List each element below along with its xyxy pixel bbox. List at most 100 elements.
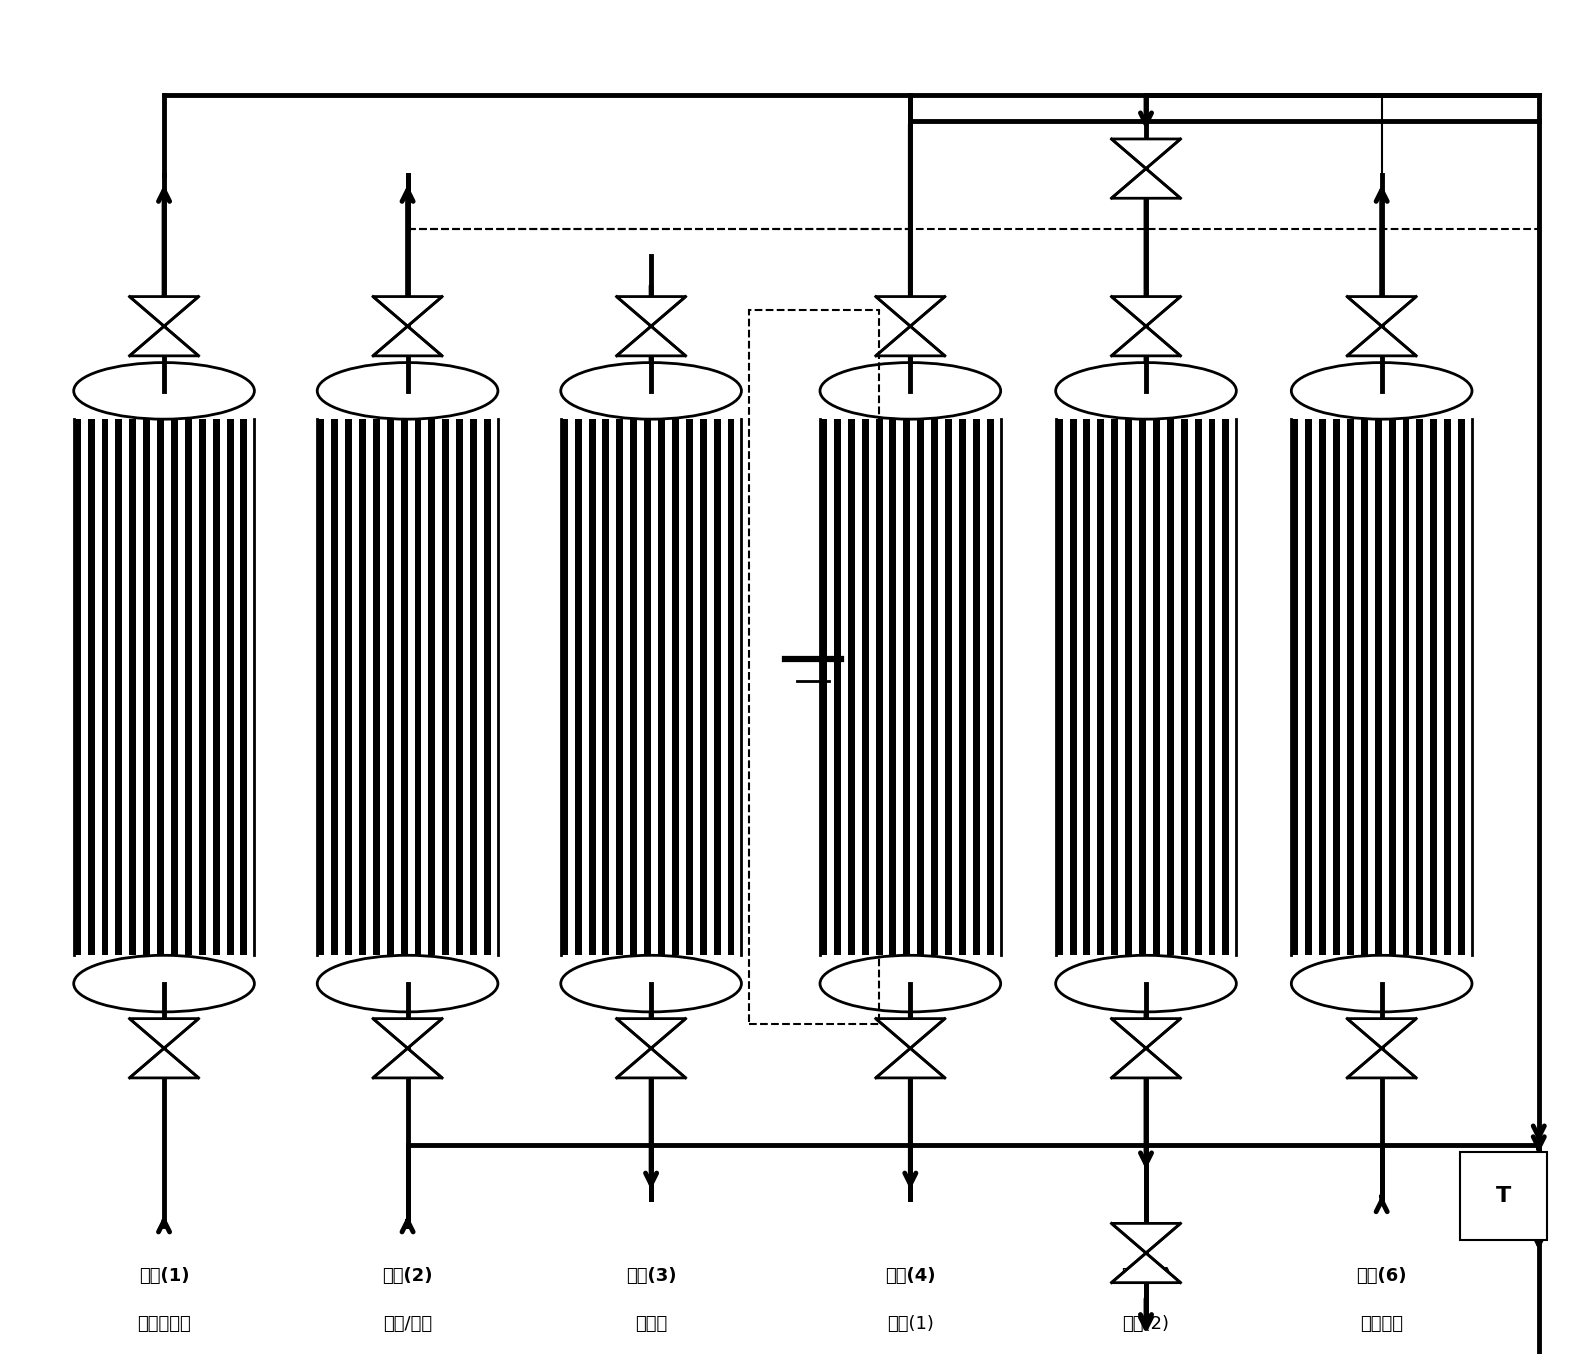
Bar — [637, 419, 644, 955]
Bar — [1174, 419, 1181, 955]
Bar — [910, 419, 918, 955]
Ellipse shape — [1056, 955, 1236, 1011]
Bar — [728, 419, 734, 955]
Bar — [1201, 419, 1208, 955]
Bar — [1388, 419, 1395, 955]
Text: T: T — [1496, 1185, 1511, 1206]
Ellipse shape — [819, 955, 1000, 1011]
Polygon shape — [130, 297, 198, 327]
Bar — [317, 419, 325, 955]
Bar — [1312, 419, 1319, 955]
Polygon shape — [372, 1048, 442, 1078]
Bar — [1444, 419, 1452, 955]
Polygon shape — [617, 327, 686, 355]
Bar — [897, 419, 903, 955]
Bar — [1395, 419, 1403, 955]
Bar — [358, 419, 366, 955]
Bar — [178, 419, 185, 955]
Bar — [87, 419, 95, 955]
Bar — [233, 419, 241, 955]
Bar — [1181, 419, 1187, 955]
Text: 步骤(1): 步骤(1) — [139, 1267, 189, 1285]
Bar — [930, 419, 938, 955]
Bar — [1152, 419, 1160, 955]
Bar — [449, 419, 456, 955]
Bar — [980, 419, 987, 955]
Bar — [973, 419, 980, 955]
Polygon shape — [1347, 297, 1417, 327]
Bar — [953, 419, 959, 955]
Bar — [372, 419, 380, 955]
Bar — [380, 419, 387, 955]
Ellipse shape — [317, 955, 498, 1011]
Bar — [198, 419, 206, 955]
Text: 步骤(6): 步骤(6) — [1357, 1267, 1407, 1285]
Bar — [924, 419, 930, 955]
Bar — [883, 419, 889, 955]
Bar — [1430, 419, 1438, 955]
Polygon shape — [130, 1018, 198, 1048]
Bar — [666, 419, 672, 955]
Bar — [1292, 419, 1298, 955]
Bar — [1347, 419, 1354, 955]
Polygon shape — [1347, 327, 1417, 355]
Ellipse shape — [1056, 362, 1236, 419]
Bar — [1117, 419, 1125, 955]
Bar — [862, 419, 869, 955]
Bar — [1465, 419, 1472, 955]
Bar — [136, 419, 143, 955]
Bar — [819, 419, 827, 955]
Ellipse shape — [1292, 955, 1472, 1011]
Bar — [840, 419, 848, 955]
Polygon shape — [617, 1018, 686, 1048]
Polygon shape — [1111, 327, 1181, 355]
Bar — [1187, 419, 1195, 955]
Polygon shape — [372, 297, 442, 327]
Bar — [854, 419, 862, 955]
Ellipse shape — [1292, 362, 1472, 419]
Bar — [1319, 419, 1327, 955]
Text: 吹扫(1): 吹扫(1) — [888, 1316, 934, 1334]
Bar — [889, 419, 897, 955]
Bar — [1423, 419, 1430, 955]
Bar — [827, 419, 834, 955]
Bar — [1382, 419, 1388, 955]
Bar — [561, 419, 567, 955]
Bar — [699, 419, 707, 955]
Bar — [959, 419, 965, 955]
Bar — [903, 419, 910, 955]
Bar — [1362, 419, 1368, 955]
Bar — [678, 419, 686, 955]
Bar — [707, 419, 713, 955]
Bar — [1146, 419, 1152, 955]
Bar — [1438, 419, 1444, 955]
Bar — [331, 419, 338, 955]
Bar — [1368, 419, 1374, 955]
Bar — [1230, 419, 1236, 955]
Bar — [325, 419, 331, 955]
Bar — [1070, 419, 1076, 955]
Polygon shape — [1111, 139, 1181, 169]
Text: 吸附及冷却: 吸附及冷却 — [138, 1316, 190, 1334]
Bar — [1132, 419, 1140, 955]
Ellipse shape — [74, 362, 255, 419]
Bar — [428, 419, 436, 955]
Bar — [658, 419, 666, 955]
Polygon shape — [372, 1018, 442, 1048]
Bar — [192, 419, 198, 955]
Bar — [1111, 419, 1117, 955]
Polygon shape — [1111, 169, 1181, 199]
Bar — [734, 419, 742, 955]
Polygon shape — [372, 327, 442, 355]
Bar — [1097, 419, 1105, 955]
Bar — [1090, 419, 1097, 955]
Bar — [171, 419, 178, 955]
Bar — [352, 419, 358, 955]
Bar — [819, 419, 1000, 955]
Bar — [212, 419, 220, 955]
Bar — [185, 419, 192, 955]
Bar — [1452, 419, 1458, 955]
Polygon shape — [877, 1048, 945, 1078]
Bar — [1160, 419, 1167, 955]
Text: 电加热: 电加热 — [636, 1316, 667, 1334]
